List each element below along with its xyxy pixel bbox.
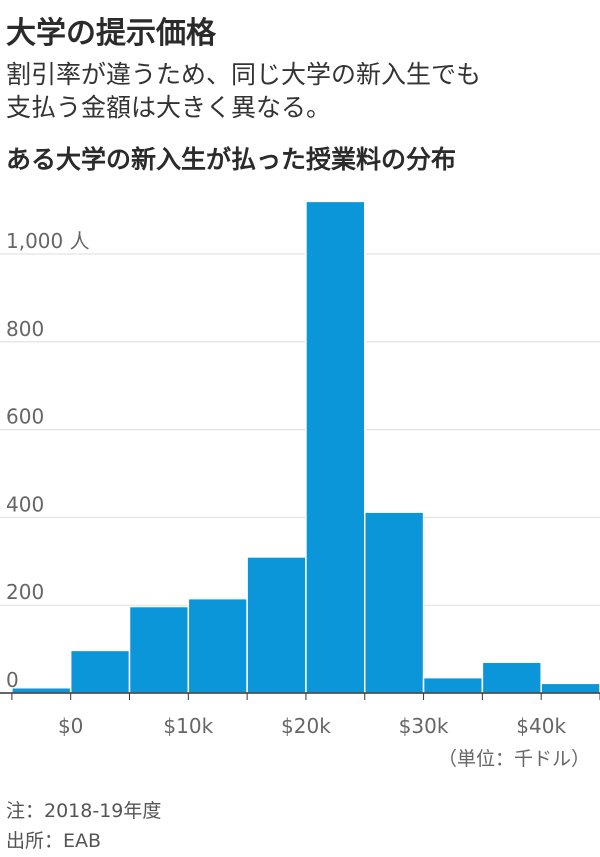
- histogram-bar: [305, 200, 366, 694]
- subtitle: 割引率が違うため、同じ大学の新入生でも 支払う金額は大きく異なる。: [6, 58, 596, 124]
- y-tick-label: 400: [6, 492, 44, 516]
- x-unit-label: （単位：千ドル）: [438, 748, 590, 770]
- y-tick-label: 200: [6, 580, 44, 604]
- histogram-bar: [481, 661, 542, 694]
- histogram-bar: [187, 597, 248, 694]
- grid-lines: [0, 253, 600, 606]
- histogram-bar: [540, 682, 600, 694]
- histogram-chart: 0 200 400 600 800 1,000 人 $0 $10k $20k $30k $40k （単…: [0, 200, 600, 770]
- chart-title: ある大学の新入生が払った授業料の分布: [6, 145, 457, 174]
- x-tick-label: $20k: [281, 714, 331, 738]
- x-tick-label: $40k: [516, 714, 566, 738]
- x-tick-label: $10k: [163, 714, 213, 738]
- page-title: 大学の提示価格: [6, 16, 216, 51]
- source-note: 出所：EAB: [6, 830, 102, 852]
- x-tick-label: $30k: [399, 714, 449, 738]
- histogram-bar: [69, 649, 131, 694]
- y-tick-label: 0: [6, 668, 19, 692]
- subtitle-line-2: 支払う金額は大きく異なる。: [6, 93, 332, 122]
- histogram-bar: [11, 686, 72, 694]
- histogram-bar: [364, 511, 425, 694]
- histogram-bar: [246, 556, 307, 694]
- subtitle-line-1: 割引率が違うため、同じ大学の新入生でも: [6, 60, 482, 89]
- histogram-bar: [422, 676, 484, 694]
- x-tick-label: $0: [58, 714, 83, 738]
- axes: [0, 692, 600, 700]
- histogram-bar: [128, 605, 190, 694]
- footnote: 注：2018-19年度: [6, 800, 162, 822]
- y-tick-label: 1,000 人: [6, 229, 90, 253]
- y-tick-label: 600: [6, 405, 44, 429]
- bars: [11, 200, 600, 694]
- tick-labels: 0 200 400 600 800 1,000 人 $0 $10k $20k $30k $40k （単…: [6, 229, 590, 770]
- y-tick-label: 800: [6, 317, 44, 341]
